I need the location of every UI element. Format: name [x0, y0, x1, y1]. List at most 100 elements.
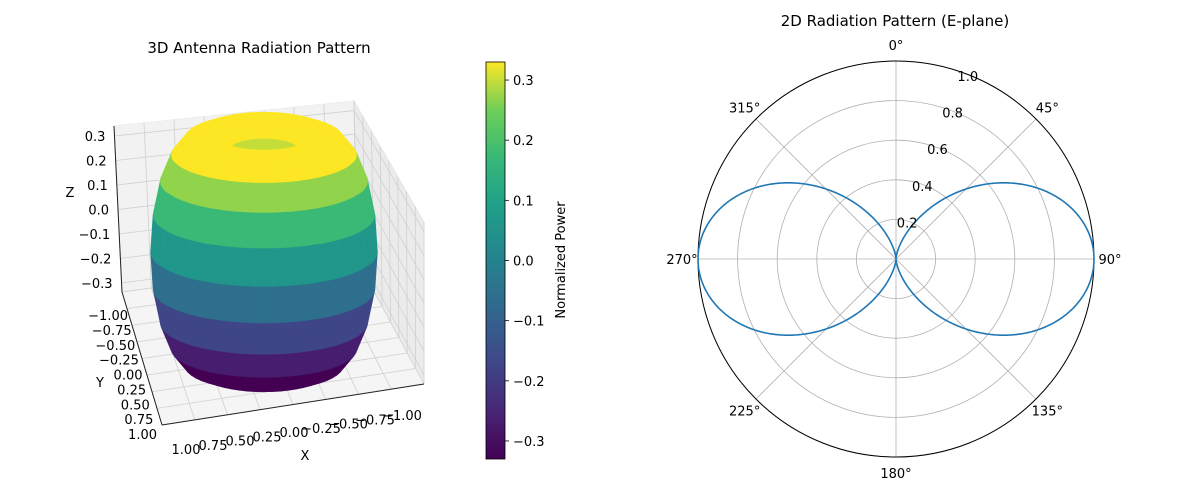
surface-facet: [292, 283, 308, 323]
surface-facet: [249, 322, 265, 355]
surface-facet: [234, 247, 250, 287]
theta-tick-label: 315°: [729, 102, 760, 117]
surface-title: 3D Antenna Radiation Pattern: [147, 39, 370, 57]
surface-facet: [278, 247, 294, 287]
surface-facet: [194, 279, 209, 319]
colorbar-gradient: [485, 61, 506, 460]
surface-facet: [194, 241, 209, 283]
theta-tick-label: 225°: [729, 404, 760, 419]
theta-tick-label: 45°: [1036, 102, 1059, 117]
surface-facet: [249, 212, 265, 249]
theta-tick-label: 135°: [1032, 404, 1063, 419]
y-tick-label: 0.00: [114, 369, 143, 384]
surface-facet: [290, 320, 307, 354]
x-axis-label: X: [301, 449, 310, 464]
surface-facet: [278, 285, 294, 324]
surface-facet: [234, 321, 251, 355]
surface-facet: [263, 182, 278, 214]
z-tick-label: 0.0: [88, 204, 109, 219]
surface-facet: [290, 210, 307, 248]
colorbar-tick-label: −0.2: [513, 375, 545, 390]
x-tick-label: −1.00: [382, 409, 422, 424]
surface-facet: [292, 245, 308, 286]
surface-facet: [263, 150, 275, 163]
r-tick-label: 0.6: [927, 143, 948, 158]
surface-facet: [263, 212, 279, 249]
surface-facet: [251, 161, 265, 184]
surface-facet: [306, 243, 322, 285]
surface-facet: [277, 211, 294, 249]
colorbar-tick-label: 0.3: [513, 74, 534, 89]
surface-facet: [263, 376, 277, 391]
z-tick-label: −0.1: [79, 228, 111, 243]
surface-facet: [206, 281, 222, 321]
surface-facet: [319, 279, 334, 319]
x-tick-label: 0.50: [226, 435, 255, 450]
surface-facet: [220, 245, 236, 286]
polar-title: 2D Radiation Pattern (E-plane): [781, 12, 1009, 30]
y-tick-label: −0.75: [92, 324, 132, 339]
surface-facet: [275, 181, 292, 214]
polar-plot: 2D Radiation Pattern (E-plane) 0.2 0.4 0.6…: [666, 12, 1121, 482]
surface-facet: [306, 281, 322, 321]
surface-facet: [234, 211, 251, 249]
r-tick-label: 1.0: [957, 70, 978, 85]
surface-facet: [331, 276, 345, 317]
y-tick-label: 0.75: [124, 413, 153, 428]
theta-tick-label: 0°: [889, 39, 904, 54]
surface-plot-3d: 3D Antenna Radiation Pattern 0.3 0.2 0.1 0.…: [66, 39, 425, 464]
r-tick-label: 0.8: [942, 107, 963, 122]
surface-facet: [319, 241, 334, 283]
colorbar-tick-label: −0.1: [513, 315, 545, 330]
y-tick-label: −0.50: [95, 339, 135, 354]
r-tick-label: 0.2: [897, 216, 918, 231]
z-tick-label: 0.3: [85, 130, 106, 145]
z-tick-label: −0.3: [81, 277, 113, 292]
surface-facet: [263, 285, 280, 324]
polar-axes: 0.2 0.4 0.6 0.8 1.0 0° 45° 90° 135° 180° 225° 270° 3…: [666, 39, 1121, 482]
surface-facet: [220, 283, 236, 323]
theta-tick-label: 270°: [666, 253, 697, 268]
theta-tick-label: 90°: [1098, 253, 1121, 268]
x-tick-label: 1.00: [172, 443, 201, 458]
x-tick-label: −0.75: [355, 413, 395, 428]
axes-tick-labels-3d: 0.30.20.10.0−0.1−0.2−0.3−1.00−0.75−0.50−…: [79, 125, 425, 458]
surface-facet: [331, 238, 345, 280]
colorbar-tick-label: 0.1: [513, 194, 534, 209]
surface-facet: [263, 248, 280, 287]
x-tick-label: −0.50: [328, 418, 368, 433]
x-tick-label: −0.25: [301, 422, 341, 437]
colorbar: 0.3 0.2 0.1 0.0 −0.1 −0.2 −0.3 Normalized Powe…: [485, 61, 569, 460]
x-tick-label: 0.75: [199, 439, 228, 454]
z-axis-label: Z: [66, 186, 75, 201]
z-tick-label: −0.2: [80, 253, 112, 268]
y-tick-label: 1.00: [128, 428, 157, 443]
surface-facet: [263, 161, 277, 184]
theta-tick-label: 180°: [880, 467, 911, 482]
toroid-surface: [150, 111, 378, 393]
z-tick-label: 0.1: [87, 179, 108, 194]
surface-facet: [206, 243, 222, 285]
surface-facet: [263, 353, 278, 378]
surface-facet: [234, 285, 250, 324]
y-tick-label: −1.00: [88, 309, 128, 324]
pattern-line: [697, 181, 1095, 337]
surface-facet: [248, 285, 265, 324]
y-tick-label: 0.25: [117, 383, 146, 398]
surface-facet: [250, 353, 265, 378]
surface-facet: [221, 210, 238, 248]
y-tick-label: −0.25: [99, 354, 139, 369]
surface-facet: [236, 181, 253, 214]
surface-facet: [253, 150, 265, 163]
colorbar-tick-label: 0.0: [513, 255, 534, 270]
x-tick-label: 0.00: [280, 426, 309, 441]
r-tick-label: 0.4: [912, 180, 933, 195]
colorbar-ticks: 0.3 0.2 0.1 0.0 −0.1 −0.2 −0.3: [505, 74, 545, 450]
x-tick-label: 0.25: [253, 430, 282, 445]
surface-facet: [277, 321, 294, 355]
surface-facet: [221, 320, 238, 354]
colorbar-label: Normalized Power: [554, 201, 569, 319]
surface-facet: [183, 276, 197, 317]
z-tick-label: 0.2: [86, 155, 107, 170]
